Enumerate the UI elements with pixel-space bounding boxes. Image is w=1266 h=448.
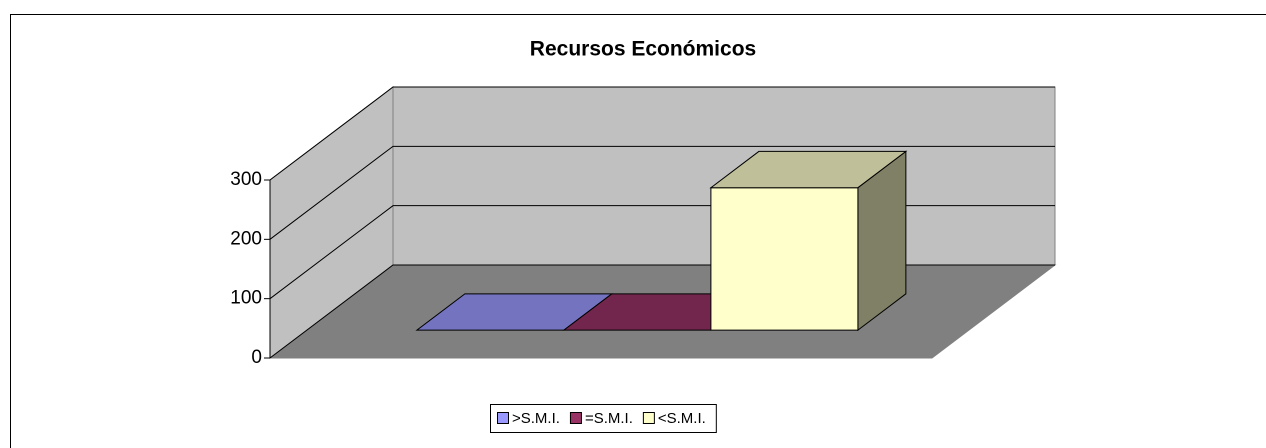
legend-box [490, 404, 717, 433]
legend-swatch [497, 412, 509, 424]
legend-label: <S.M.I. [658, 410, 706, 427]
legend-swatch [569, 412, 582, 424]
bar-front [710, 187, 859, 331]
legend-label: =S.M.I. [585, 410, 633, 427]
y-tick-label: 200 [230, 228, 262, 249]
chart-title: Recursos Económicos [530, 38, 756, 61]
y-tick-label: 300 [230, 169, 262, 190]
grid-line [269, 86, 1055, 181]
legend: >S.M.I. =S.M.I. <S.M.I. [490, 404, 717, 433]
bar [709, 150, 908, 332]
legend-label: >S.M.I. [512, 410, 560, 427]
grid-line [269, 145, 1055, 240]
y-tick-label: 100 [230, 288, 262, 309]
bar-top [709, 150, 908, 189]
legend-swatch [642, 412, 655, 424]
y-tick-label: 0 [251, 347, 262, 368]
